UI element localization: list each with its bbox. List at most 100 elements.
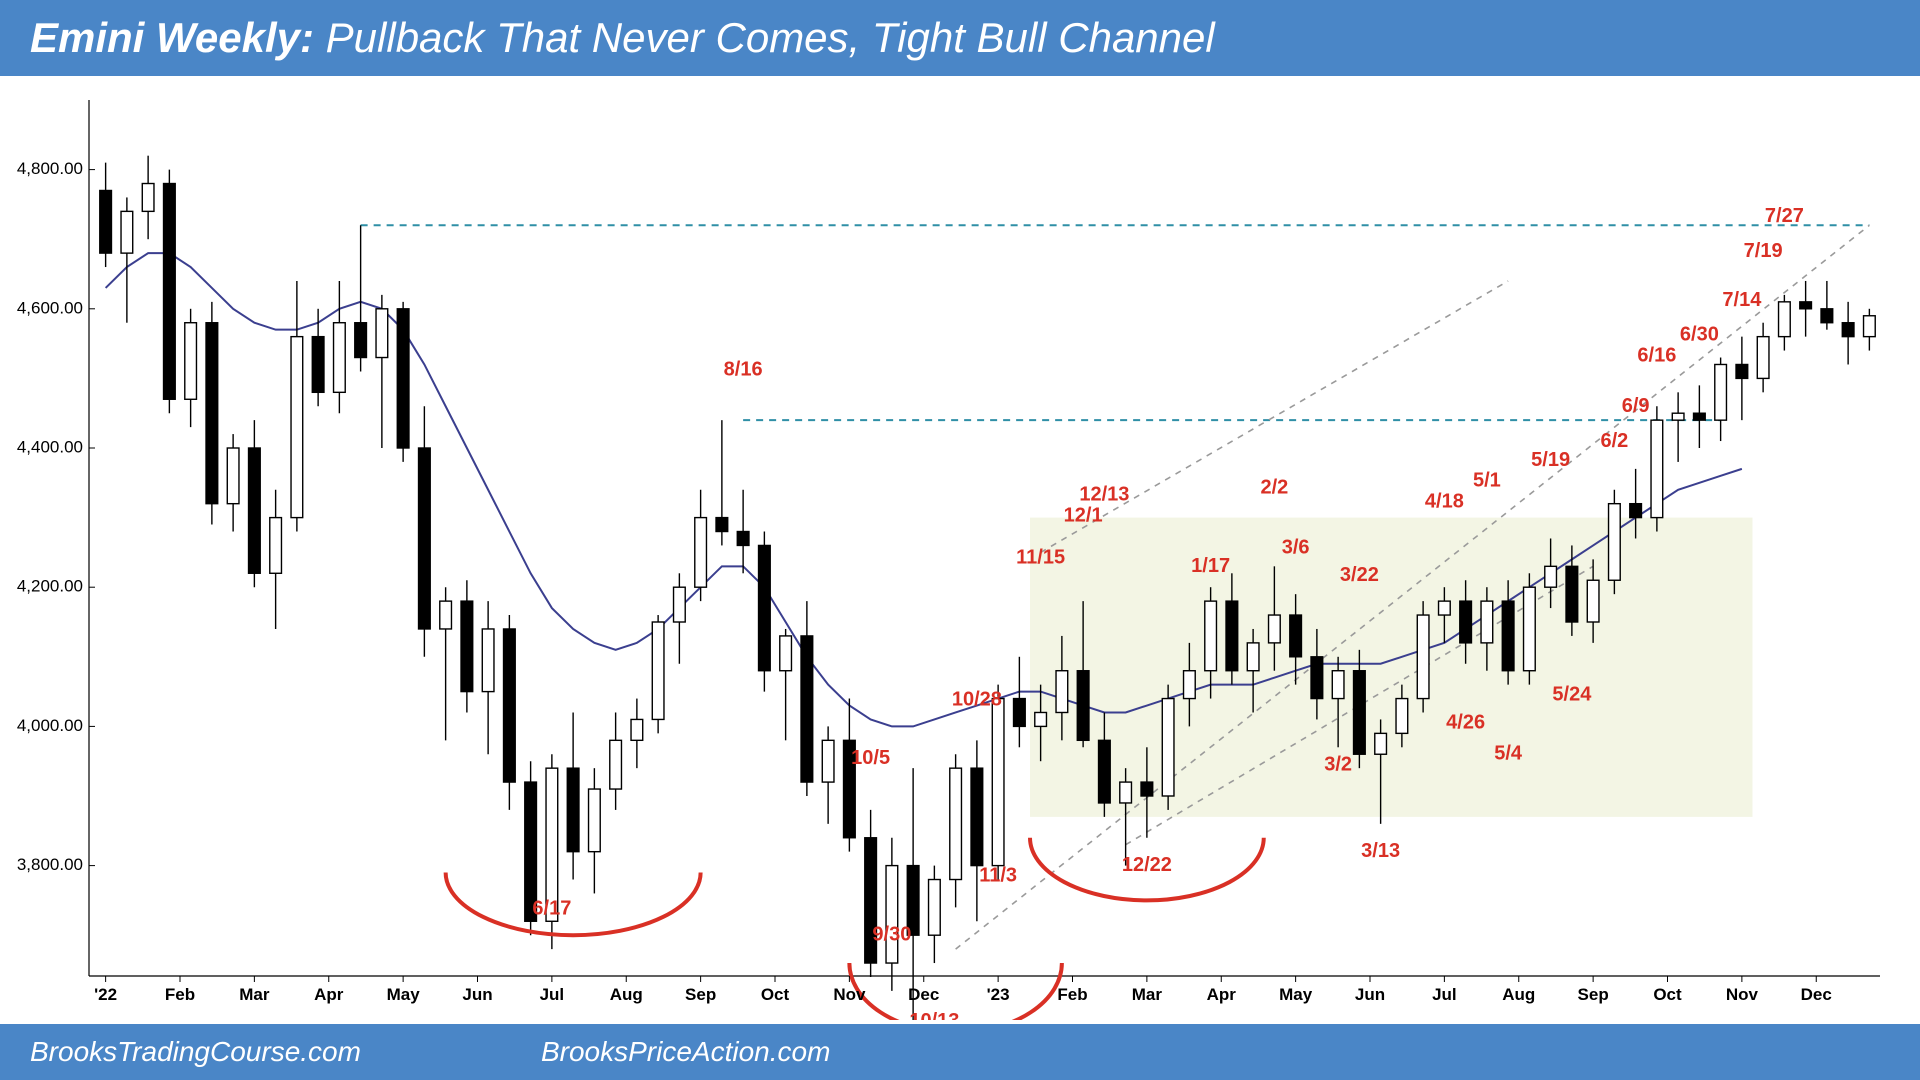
candle-body bbox=[440, 601, 452, 629]
date-annotation: 12/1 bbox=[1064, 505, 1103, 527]
x-axis-label: Dec bbox=[908, 985, 939, 1004]
candle-body bbox=[1566, 566, 1578, 622]
x-axis-label: Sep bbox=[1578, 985, 1609, 1004]
date-annotation: 3/13 bbox=[1361, 840, 1400, 862]
x-axis-label: May bbox=[387, 985, 421, 1004]
candle-body bbox=[227, 448, 239, 504]
date-annotation: 10/28 bbox=[952, 689, 1002, 711]
y-axis-label: 4,800.00 bbox=[17, 159, 83, 178]
candle-body bbox=[1099, 740, 1111, 803]
candle-body bbox=[142, 184, 154, 212]
candle-body bbox=[1460, 601, 1472, 643]
y-axis-label: 4,000.00 bbox=[17, 716, 83, 735]
candle-body bbox=[1375, 733, 1387, 754]
candle-body bbox=[801, 636, 813, 782]
y-axis-label: 4,200.00 bbox=[17, 577, 83, 596]
candle-body bbox=[950, 768, 962, 879]
candle-body bbox=[822, 740, 834, 782]
candle-body bbox=[716, 518, 728, 532]
date-annotation: 11/3 bbox=[979, 865, 1017, 887]
candle-body bbox=[1311, 657, 1323, 699]
x-axis-label: Apr bbox=[314, 985, 344, 1004]
date-annotation: 9/30 bbox=[872, 923, 911, 945]
candle-body bbox=[780, 636, 792, 671]
candle-body bbox=[1035, 712, 1047, 726]
x-axis-label: '22 bbox=[94, 985, 117, 1004]
date-annotation: 7/27 bbox=[1765, 205, 1804, 227]
chart-header: Emini Weekly: Pullback That Never Comes,… bbox=[0, 0, 1920, 76]
candle-body bbox=[164, 184, 176, 400]
candle-body bbox=[652, 622, 664, 719]
header-prefix: Emini Weekly: bbox=[30, 14, 314, 61]
candle-body bbox=[1205, 601, 1217, 671]
candle-body bbox=[567, 768, 579, 852]
candle-body bbox=[249, 448, 261, 573]
candle-body bbox=[1141, 782, 1153, 796]
date-annotation: 5/19 bbox=[1531, 449, 1570, 471]
x-axis-label: Aug bbox=[610, 985, 643, 1004]
candlestick-chart: 3,800.004,000.004,200.004,400.004,600.00… bbox=[10, 80, 1910, 1020]
x-axis-label: Mar bbox=[1132, 985, 1163, 1004]
candle-body bbox=[992, 699, 1004, 866]
date-annotation: 4/18 bbox=[1425, 491, 1464, 513]
candle-body bbox=[1864, 316, 1876, 337]
candle-body bbox=[1715, 364, 1727, 420]
candle-body bbox=[121, 211, 133, 253]
bottom-arc bbox=[446, 873, 701, 936]
date-annotation: 6/16 bbox=[1637, 344, 1676, 366]
candle-body bbox=[1609, 504, 1621, 581]
date-annotation: 6/9 bbox=[1622, 395, 1650, 417]
footer-site-2: BrooksPriceAction.com bbox=[541, 1036, 830, 1068]
candle-body bbox=[1077, 671, 1089, 741]
x-axis-label: Sep bbox=[685, 985, 716, 1004]
x-axis-label: Aug bbox=[1502, 985, 1535, 1004]
candle-body bbox=[1226, 601, 1238, 671]
candle-body bbox=[1672, 413, 1684, 420]
candle-body bbox=[589, 789, 601, 852]
date-annotation: 5/24 bbox=[1552, 684, 1592, 706]
date-annotation: 3/22 bbox=[1340, 564, 1379, 586]
candle-body bbox=[971, 768, 983, 865]
candle-body bbox=[1290, 615, 1302, 657]
candle-body bbox=[185, 323, 197, 400]
candle-body bbox=[334, 323, 346, 393]
candle-body bbox=[1354, 671, 1366, 755]
candle-body bbox=[270, 518, 282, 574]
candle-body bbox=[1332, 671, 1344, 699]
x-axis-label: Apr bbox=[1207, 985, 1237, 1004]
candle-body bbox=[376, 309, 388, 358]
candle-body bbox=[1120, 782, 1132, 803]
candle-body bbox=[1502, 601, 1514, 671]
footer-site-1: BrooksTradingCourse.com bbox=[30, 1036, 361, 1068]
candle-body bbox=[1736, 364, 1748, 378]
candle-body bbox=[695, 518, 707, 588]
x-axis-label: Jul bbox=[540, 985, 565, 1004]
candle-body bbox=[1269, 615, 1281, 643]
date-annotation: 8/16 bbox=[724, 358, 763, 380]
candle-body bbox=[1694, 413, 1706, 420]
candle-body bbox=[1587, 580, 1599, 622]
candle-body bbox=[206, 323, 218, 504]
candle-body bbox=[1779, 302, 1791, 337]
shaded-range-box bbox=[1030, 518, 1753, 817]
candle-body bbox=[1630, 504, 1642, 518]
candle-body bbox=[100, 190, 112, 253]
candle-body bbox=[419, 448, 431, 629]
candle-body bbox=[1757, 337, 1769, 379]
date-annotation: 3/6 bbox=[1282, 536, 1310, 558]
chart-area: 3,800.004,000.004,200.004,400.004,600.00… bbox=[10, 80, 1910, 1028]
y-axis-label: 3,800.00 bbox=[17, 855, 83, 874]
candle-body bbox=[1821, 309, 1833, 323]
date-annotation: 6/2 bbox=[1600, 430, 1628, 452]
date-annotation: 6/17 bbox=[532, 897, 571, 919]
date-annotation: 7/14 bbox=[1722, 289, 1762, 311]
candle-body bbox=[1417, 615, 1429, 699]
candle-body bbox=[759, 545, 771, 670]
x-axis-label: Jun bbox=[462, 985, 492, 1004]
candle-body bbox=[610, 740, 622, 789]
date-annotation: 7/19 bbox=[1744, 240, 1783, 262]
candle-body bbox=[355, 323, 367, 358]
x-axis-label: Dec bbox=[1801, 985, 1832, 1004]
date-annotation: 6/30 bbox=[1680, 324, 1719, 346]
x-axis-label: '23 bbox=[987, 985, 1010, 1004]
